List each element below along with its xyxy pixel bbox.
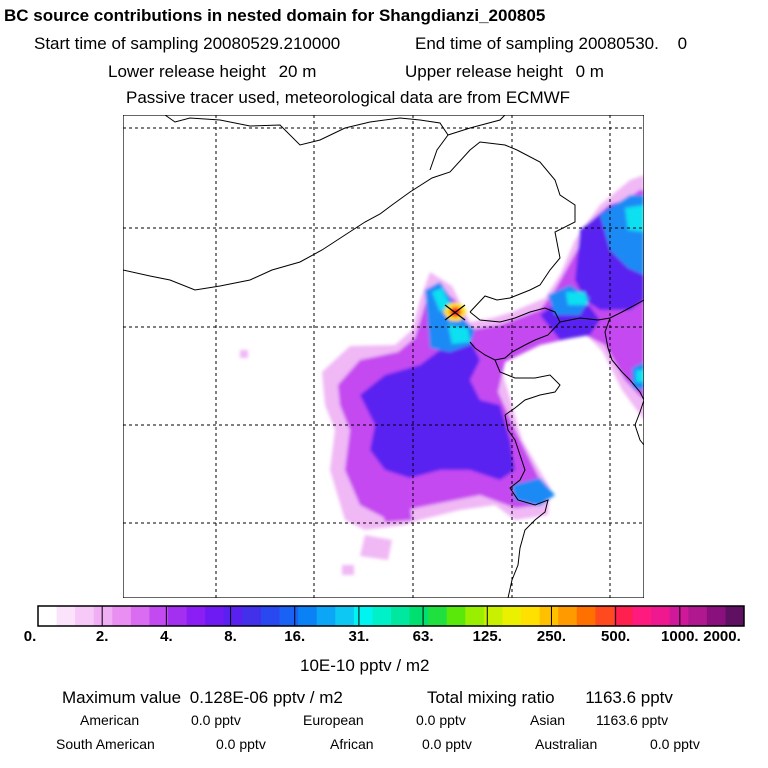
colorbar-swatch: [669, 606, 689, 626]
colorbar-swatch: [409, 606, 429, 626]
release-upper-value: 0 m: [575, 62, 604, 81]
colorbar-swatch: [335, 606, 355, 626]
region-south-american-value: 0.0 pptv: [216, 736, 266, 752]
data-source-note: Passive tracer used, meteorological data…: [126, 88, 571, 107]
colorbar-swatch: [112, 606, 132, 626]
colorbar-swatch: [558, 606, 578, 626]
colorbar-swatch: [149, 606, 169, 626]
colorbar-swatch: [130, 606, 150, 626]
sampling-start-label: Start time of sampling: [34, 34, 199, 53]
page-title: BC source contributions in nested domain…: [4, 6, 546, 25]
colorbar-label: 125.: [472, 628, 502, 645]
colorbar-swatch: [706, 606, 726, 626]
sampling-end-label: End time of sampling: [415, 34, 574, 53]
colorbar-label: 500.: [601, 628, 631, 645]
sampling-end: End time of sampling 20080530. 0: [415, 34, 687, 54]
colorbar-swatch: [539, 606, 559, 626]
colorbar-swatch: [279, 606, 299, 626]
region-name: American: [80, 712, 140, 728]
colorbar-label: 1000.: [661, 628, 699, 645]
colorbar-swatch: [725, 606, 745, 626]
max-value-number: 0.128E-06 pptv / m2: [189, 688, 343, 707]
colorbar-label: 63.: [412, 628, 434, 645]
region-african: African: [330, 736, 374, 752]
total-mixing-ratio: Total mixing ratio 1163.6 pptv: [427, 688, 673, 708]
colorbar-swatch: [688, 606, 708, 626]
region-south-american: South American: [56, 736, 155, 752]
colorbar-label: 2.: [95, 628, 109, 645]
region-african-value: 0.0 pptv: [422, 736, 472, 752]
map-panel: [123, 115, 644, 598]
colorbar-swatch: [595, 606, 615, 626]
colorbar-swatch: [205, 606, 225, 626]
max-value-label: Maximum value: [62, 688, 182, 707]
colorbar-swatch: [613, 606, 634, 626]
colorbar-swatch: [223, 606, 243, 626]
colorbar-label: 2000.: [703, 628, 741, 645]
colorbar-swatch: [632, 606, 652, 626]
concentration-field: [240, 175, 644, 575]
colorbar-swatch: [75, 606, 95, 626]
colorbar-label: 250.: [536, 628, 567, 645]
region-american-value: 0.0 pptv: [191, 712, 241, 728]
colorbar-unit: 10E-10 pptv / m2: [300, 656, 430, 675]
colorbar-swatch: [186, 606, 206, 626]
colorbar-swatch: [93, 606, 113, 626]
region-australian-value: 0.0 pptv: [650, 736, 700, 752]
colorbar-swatch: [242, 606, 262, 626]
colorbar-swatch: [521, 606, 541, 626]
lat-lon-grid: [123, 115, 644, 598]
colorbar-swatch: [428, 606, 448, 626]
release-lower: Lower release height 20 m: [108, 62, 316, 82]
region-asian: Asian: [530, 712, 566, 728]
colorbar-label: 8.: [224, 628, 237, 645]
total-label: Total mixing ratio: [427, 688, 555, 707]
borders-coastlines: [123, 115, 644, 598]
colorbar-swatch: [483, 606, 503, 626]
colorbar-swatch: [38, 606, 58, 626]
colorbar-label: 31.: [348, 628, 370, 645]
colorbar-swatch: [502, 606, 522, 626]
region-european-value: 0.0 pptv: [416, 712, 466, 728]
colorbar-swatch: [260, 606, 281, 626]
colorbar-swatch: [446, 606, 466, 626]
colorbar-label: 0.: [23, 628, 37, 645]
colorbar-label: 16.: [284, 628, 306, 645]
colorbar: [37, 605, 745, 627]
sampling-end-value: 20080530.: [578, 34, 659, 53]
release-lower-value: 20 m: [278, 62, 317, 81]
receptor-marker: [444, 304, 466, 321]
colorbar-swatch: [465, 606, 485, 626]
sampling-start: Start time of sampling 20080529.210000: [34, 34, 340, 54]
total-value: 1163.6 pptv: [585, 688, 673, 707]
region-european: European: [303, 712, 364, 728]
release-upper-label: Upper release height: [405, 62, 563, 81]
colorbar-swatch: [372, 606, 392, 626]
release-upper: Upper release height 0 m: [405, 62, 604, 82]
max-value: Maximum value 0.128E-06 pptv / m2: [62, 688, 343, 708]
colorbar-swatch: [168, 606, 188, 626]
colorbar-swatch: [576, 606, 596, 626]
colorbar-label: 4.: [160, 628, 173, 645]
region-australian: Australian: [535, 736, 598, 752]
region-asian-value: 1163.6 pptv: [596, 712, 669, 728]
colorbar-swatch: [56, 606, 76, 626]
colorbar-swatch: [316, 606, 336, 626]
sampling-end-tail: 0: [677, 34, 688, 53]
colorbar-swatch: [651, 606, 671, 626]
colorbar-swatch: [298, 606, 318, 626]
colorbar-swatch: [391, 606, 411, 626]
region-american: American: [80, 712, 139, 728]
release-lower-label: Lower release height: [108, 62, 266, 81]
colorbar-frame: [37, 605, 745, 627]
sampling-start-value: 20080529.210000: [203, 34, 341, 53]
colorbar-swatch: [353, 606, 373, 626]
